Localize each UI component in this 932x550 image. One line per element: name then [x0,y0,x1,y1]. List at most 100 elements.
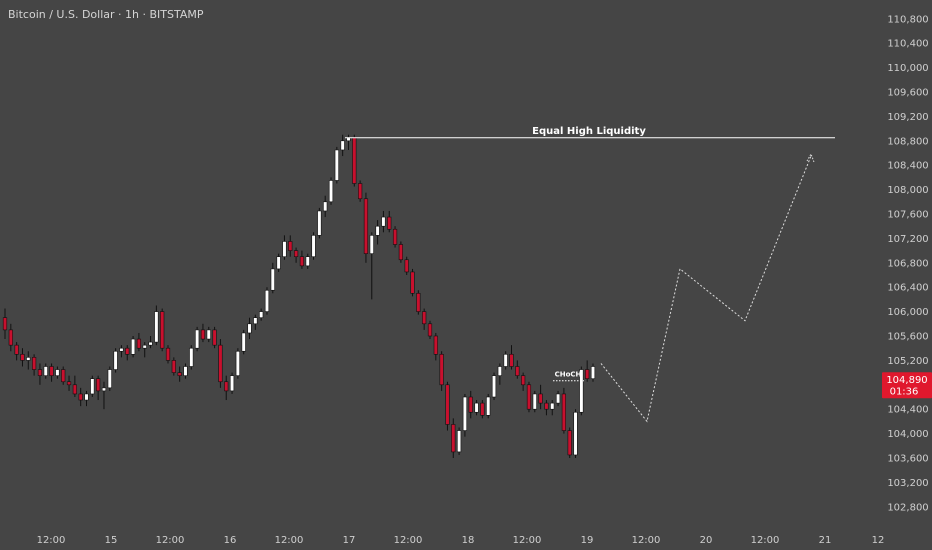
candle [323,195,328,218]
bear-candle-body [439,353,444,386]
bull-candle-body [456,430,462,453]
candle [544,400,549,416]
bear-candle-body [445,384,450,425]
bear-candle-body [544,402,549,410]
bear-candle-body [427,323,433,337]
bull-candle-body [183,366,188,376]
bear-candle-body [78,393,83,401]
candle [247,317,252,340]
candle [439,351,444,391]
candle [579,366,584,416]
bear-candle-body [200,329,206,340]
bear-candle-body [212,329,217,346]
candle [171,357,176,376]
candle [229,372,235,394]
bear-candle-body [125,347,130,355]
y-tick-label: 108,400 [887,161,928,172]
candle [282,235,287,260]
bull-candle-body [90,378,95,395]
candle [235,348,240,379]
candle [165,345,171,364]
x-tick-label: 16 [224,535,237,546]
bull-candle-body [154,311,159,343]
bear-candle-body [224,381,229,392]
y-tick-label: 110,400 [887,39,928,50]
bull-candle-body [323,201,328,212]
candle [375,220,380,245]
bull-candle-body [241,332,246,352]
candle [160,308,165,352]
y-tick-label: 104,000 [887,429,928,440]
candle [509,345,514,370]
bear-candle-body [218,344,223,383]
bear-candle-body [61,369,66,383]
y-tick-label: 103,600 [887,454,928,465]
bull-candle-body [340,140,345,151]
candle [491,372,497,401]
candle [305,253,310,269]
bear-candle-body [358,183,363,200]
candle [392,226,398,248]
current-price-label: 104,890 [886,375,927,386]
candle [78,387,83,407]
candle [270,262,275,294]
candle [334,146,339,184]
candle [253,314,258,330]
candle [328,177,334,205]
candle [125,345,130,361]
candle [241,329,246,355]
bull-candle-body [84,393,89,401]
x-tick-label: 12 [872,535,885,546]
candle [130,336,136,358]
candle [416,290,421,315]
bear-candle-body [422,311,427,325]
candle [136,332,142,352]
candle [154,305,159,346]
bull-candle-body [235,350,240,376]
y-tick-label: 108,800 [887,136,928,147]
bull-candle-body [142,344,147,349]
bear-candle-body [37,369,43,376]
candle [433,332,438,361]
bear-candle-body [567,430,572,456]
bear-candle-body [585,369,590,379]
bear-candle-body [136,338,142,349]
candle [218,339,223,388]
candle [37,363,43,385]
bull-candle-body [253,317,258,325]
bear-candle-body [165,347,171,361]
candle [515,360,520,379]
candle [183,363,188,379]
bear-candle-body [96,378,101,392]
bull-candle-body [55,369,60,376]
candle [200,323,206,343]
candle [486,393,491,419]
bear-candle-body [14,344,19,355]
x-tick-label: 18 [462,535,475,546]
bull-candle-body [26,357,31,361]
candles-layer [2,134,596,458]
candle [101,381,107,410]
bull-candle-body [375,225,380,236]
candle [264,287,270,315]
bear-candle-body [433,335,438,355]
candle [2,308,8,340]
bull-candle-body [206,329,211,340]
candle [567,427,572,458]
candle [113,348,118,373]
y-tick-label: 110,000 [887,63,928,74]
bull-candle-body [555,393,561,404]
candle [398,241,403,263]
bull-candle-body [486,396,491,416]
bear-candle-body [288,241,293,251]
bull-candle-body [264,289,270,312]
bull-candle-body [311,235,316,258]
candle [20,348,25,367]
projection-path[interactable] [600,155,812,423]
bear-candle-body [2,317,8,331]
candle [555,390,561,407]
candle [8,323,13,352]
x-tick-label: 12:00 [275,535,304,546]
candle [427,320,433,340]
